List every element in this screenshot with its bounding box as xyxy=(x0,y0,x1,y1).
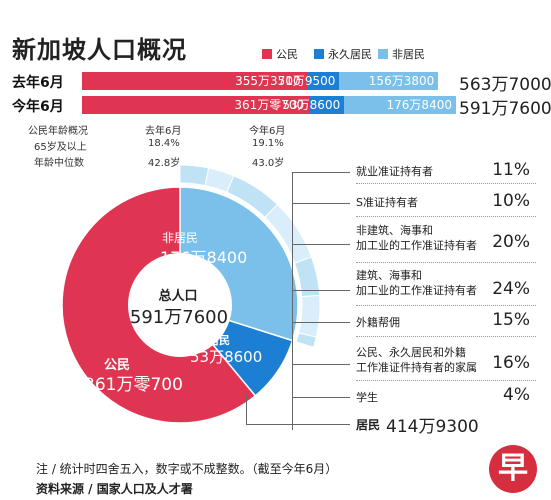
bar-value-pr-last-year: 51万9500 xyxy=(277,74,336,88)
divider-2 xyxy=(356,216,536,217)
donut-label-nonres: 非居民 xyxy=(162,231,199,245)
age-table-header-title: 公民年龄概况 xyxy=(28,126,88,137)
breakdown-pct-students: 4% xyxy=(503,385,530,405)
age-row-label-median: 年龄中位数 xyxy=(34,158,84,169)
donut-center-value: 591万7600 xyxy=(129,307,229,328)
leader-line-2 xyxy=(292,203,350,204)
bar-row-label-this-year: 今年6月 xyxy=(12,99,64,115)
breakdown-ring-segment xyxy=(295,332,317,348)
leader-line-6 xyxy=(292,364,350,365)
residents-value: 414万9300 xyxy=(386,417,479,437)
bar-segment-pr-last-year: 51万9500 xyxy=(278,72,340,90)
bar-value-nonres-this-year: 176万8400 xyxy=(386,98,452,112)
breakdown-label-employment-pass: 就业准证持有者 xyxy=(356,165,433,178)
donut-label-pr: 永久居民 xyxy=(186,334,230,347)
bar-segment-citizen-last-year: 355万3700 xyxy=(82,72,307,90)
donut-value-nonres: 176万8400 xyxy=(160,248,248,267)
legend-label-nonres: 非居民 xyxy=(392,48,425,61)
age-row-label-65plus: 65岁及以上 xyxy=(34,142,87,153)
nonres-breakdown-ring xyxy=(179,164,321,348)
donut-label-citizen: 公民 xyxy=(104,358,131,373)
footer-note: 注 / 统计时四舍五入，数字或不成整数。（截至今年6月） xyxy=(36,462,338,476)
leader-line-5 xyxy=(292,322,350,323)
legend-swatch-pr xyxy=(314,49,324,59)
donut-value-citizen: 361万零700 xyxy=(84,375,183,395)
bar-total-this-year: 591万7600 xyxy=(459,99,551,119)
breakdown-pct-employment-pass: 11% xyxy=(492,160,530,180)
footer-source: 资料来源 / 国家人口及人才署 xyxy=(36,482,193,496)
residents-leader-line xyxy=(246,424,350,425)
brand-logo: 早 xyxy=(489,445,537,493)
breakdown-ring-segment xyxy=(298,294,321,338)
bar-row-label-last-year: 去年6月 xyxy=(12,75,64,91)
age-table-header-this-year: 今年6月 xyxy=(249,126,286,137)
legend-swatch-nonres xyxy=(378,49,388,59)
breakdown-pct-construction-wp: 24% xyxy=(492,279,530,299)
divider-5 xyxy=(356,336,536,337)
breakdown-pct-dependants: 16% xyxy=(492,353,530,373)
bar-value-citizen-last-year: 355万3700 xyxy=(235,74,301,88)
bar-value-citizen-this-year: 361万零700 xyxy=(234,98,305,112)
breakdown-label-dependants: 公民、永久居民和外籍 工作准证件持有者的家属 xyxy=(356,346,477,374)
bar-value-nonres-last-year: 156万3800 xyxy=(368,74,435,88)
divider-6 xyxy=(356,380,536,381)
bar-segment-nonres-last-year: 156万3800 xyxy=(339,72,439,90)
donut-value-pr: 53万8600 xyxy=(190,348,263,366)
divider-4 xyxy=(356,305,536,306)
bar-segment-pr-this-year: 53万8600 xyxy=(282,96,345,114)
breakdown-pct-nonconstruction-wp: 20% xyxy=(492,232,530,252)
leader-vertical-line xyxy=(292,172,293,430)
legend-citizen: 公民 xyxy=(262,46,298,62)
bar-value-pr-this-year: 53万8600 xyxy=(282,98,341,112)
breakdown-label-s-pass: S准证持有者 xyxy=(356,196,418,209)
donut-center-label: 总人口 xyxy=(158,289,198,304)
residents-label: 居民 xyxy=(356,418,381,432)
divider-1 xyxy=(356,183,536,184)
page-title: 新加坡人口概况 xyxy=(12,36,187,64)
divider-3 xyxy=(356,262,536,263)
leader-line-7 xyxy=(292,397,350,398)
donut-hole xyxy=(128,253,232,357)
bar-total-last-year: 563万7000 xyxy=(459,75,551,95)
age-table-header-last-year: 去年6月 xyxy=(145,126,182,137)
breakdown-pct-domestic-helper: 15% xyxy=(492,310,530,330)
breakdown-label-construction-wp: 建筑、海事和 加工业的工作准证持有者 xyxy=(356,269,477,297)
legend-swatch-citizen xyxy=(262,49,272,59)
legend-nonres: 非居民 xyxy=(378,46,425,62)
breakdown-pct-s-pass: 10% xyxy=(492,191,530,211)
breakdown-label-students: 学生 xyxy=(356,391,378,404)
age-row-value-65plus-this-year: 19.1% xyxy=(252,138,284,149)
age-row-value-median-last-year: 42.8岁 xyxy=(148,158,181,169)
residents-leader-vertical xyxy=(246,395,247,424)
age-row-value-65plus-last-year: 18.4% xyxy=(148,138,180,149)
leader-line-1 xyxy=(292,172,350,173)
population-donut-chart xyxy=(61,164,321,424)
legend-label-pr: 永久居民 xyxy=(328,48,372,61)
bar-segment-citizen-this-year: 361万零700 xyxy=(82,96,311,114)
breakdown-ring-segment xyxy=(179,164,210,187)
legend-pr: 永久居民 xyxy=(314,46,372,62)
legend-label-citizen: 公民 xyxy=(276,48,298,61)
breakdown-label-nonconstruction-wp: 非建筑、海事和 加工业的工作准证持有者 xyxy=(356,224,477,252)
bar-segment-nonres-this-year: 176万8400 xyxy=(344,96,456,114)
leader-line-3 xyxy=(292,244,350,245)
leader-line-4 xyxy=(292,290,350,291)
breakdown-label-domestic-helper: 外籍帮佣 xyxy=(356,316,400,329)
age-row-value-median-this-year: 43.0岁 xyxy=(252,158,285,169)
